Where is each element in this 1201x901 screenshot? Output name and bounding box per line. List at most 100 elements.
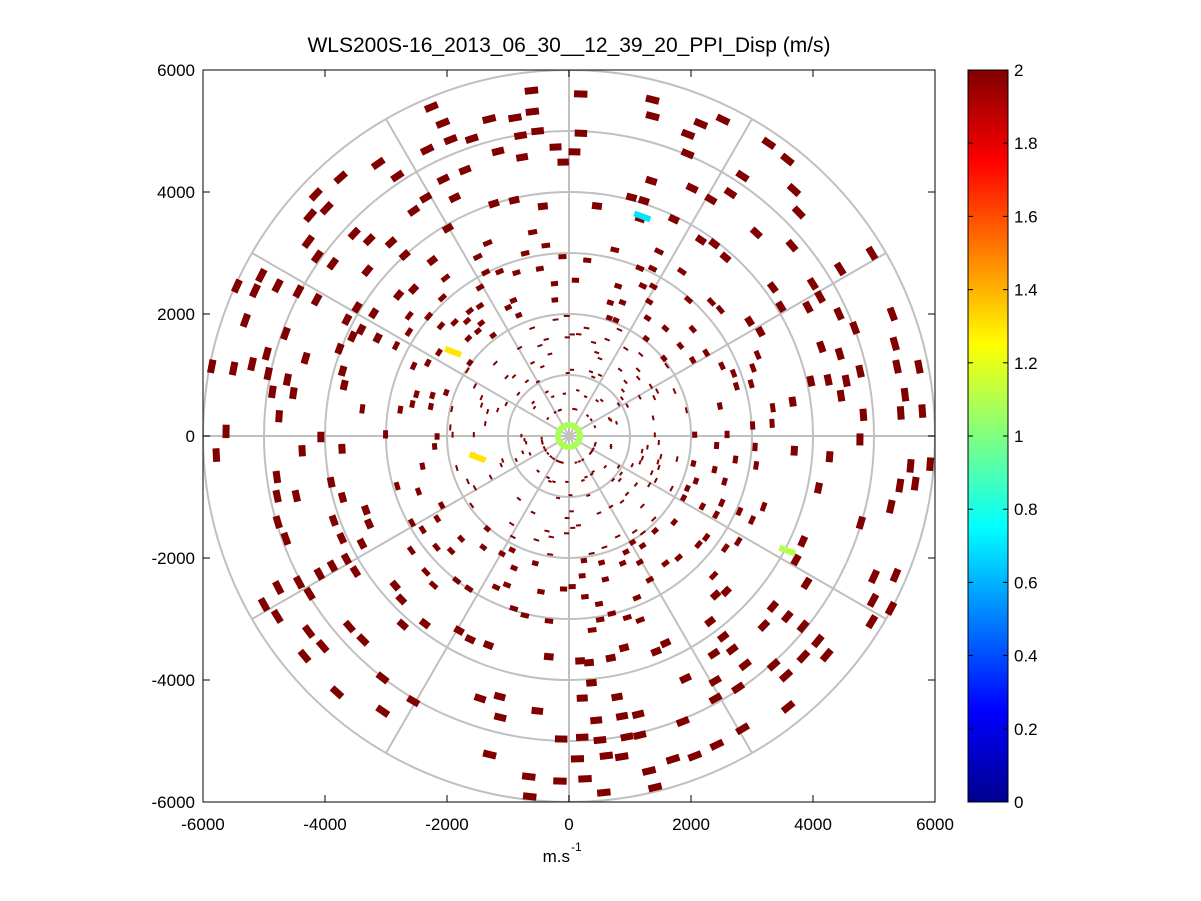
data-segment xyxy=(590,340,597,345)
data-segment xyxy=(440,273,451,283)
data-segment xyxy=(580,478,585,482)
data-segment xyxy=(407,283,420,295)
data-segment xyxy=(339,379,349,391)
data-segment xyxy=(735,169,750,183)
colorbar-tick-label: 1 xyxy=(1014,427,1023,446)
data-segment xyxy=(527,228,538,236)
data-segment xyxy=(735,506,744,517)
data-segment xyxy=(270,608,284,624)
data-segment xyxy=(398,249,411,262)
data-segment xyxy=(823,373,833,387)
data-segment xyxy=(589,418,593,422)
data-segment xyxy=(631,709,645,720)
data-segment xyxy=(404,327,414,337)
data-segment xyxy=(665,753,681,765)
data-segment xyxy=(334,342,345,355)
data-segment xyxy=(631,528,638,534)
data-segment xyxy=(678,672,693,685)
radial-spoke xyxy=(568,118,753,437)
data-segment xyxy=(560,461,564,464)
x-tick-label: -6000 xyxy=(181,815,224,834)
data-segment xyxy=(641,765,657,776)
data-segment xyxy=(585,414,590,418)
data-segment xyxy=(575,733,589,742)
data-segment xyxy=(414,487,423,496)
data-segment xyxy=(546,475,551,480)
data-segment xyxy=(413,389,420,399)
data-segment xyxy=(661,324,670,333)
data-segment xyxy=(337,491,348,504)
colorbar-tick-label: 0.8 xyxy=(1014,500,1038,519)
data-segment xyxy=(437,293,448,303)
data-segment xyxy=(709,589,722,601)
data-segment xyxy=(594,350,600,355)
data-segment xyxy=(310,249,324,264)
data-segment xyxy=(865,614,879,630)
data-segment xyxy=(633,482,639,488)
data-segment xyxy=(816,340,827,354)
data-segment xyxy=(509,564,519,572)
colorbar-tick-label: 2 xyxy=(1014,61,1023,80)
data-segment xyxy=(849,320,861,336)
data-segment xyxy=(485,408,490,415)
data-segment xyxy=(524,86,539,95)
data-segment xyxy=(732,381,740,391)
data-segment xyxy=(698,502,707,511)
data-segment xyxy=(476,319,486,328)
data-segment xyxy=(418,525,427,535)
data-segment xyxy=(453,625,466,636)
data-segment xyxy=(491,583,501,592)
data-segment xyxy=(550,280,559,287)
data-segment xyxy=(537,202,549,211)
data-segment xyxy=(615,711,629,721)
data-segment xyxy=(522,792,537,801)
data-segment xyxy=(622,346,629,352)
data-segment xyxy=(749,226,763,240)
data-segment xyxy=(684,407,688,414)
data-segment xyxy=(585,678,598,687)
data-segment xyxy=(591,447,595,451)
data-segment xyxy=(424,311,434,322)
data-segment xyxy=(272,515,283,530)
data-segment xyxy=(550,395,555,399)
data-segment xyxy=(280,326,291,341)
data-segment xyxy=(370,156,386,171)
data-segment xyxy=(855,364,865,378)
data-segment xyxy=(638,541,647,550)
data-segment xyxy=(497,549,507,558)
data-segment xyxy=(639,503,645,509)
data-segment xyxy=(275,409,283,423)
data-segment xyxy=(466,358,474,367)
data-segment xyxy=(509,534,516,540)
y-tick-label: -2000 xyxy=(152,549,195,568)
data-segment xyxy=(533,538,540,542)
data-segment xyxy=(355,323,367,336)
data-segment xyxy=(635,375,641,381)
data-segment xyxy=(462,316,472,326)
data-segment xyxy=(516,496,522,502)
colorbar-tick-label: 1.2 xyxy=(1014,354,1038,373)
data-segment xyxy=(778,544,797,557)
data-segment xyxy=(597,356,603,361)
data-segment xyxy=(651,415,655,421)
data-segment xyxy=(778,668,794,683)
data-segment xyxy=(866,592,880,608)
data-segment xyxy=(588,370,594,374)
y-tick-label: 2000 xyxy=(157,305,195,324)
data-segment xyxy=(362,233,376,247)
data-segment xyxy=(576,694,588,702)
data-segment xyxy=(833,261,847,277)
data-segment xyxy=(537,343,543,348)
data-segment xyxy=(473,327,483,336)
data-segment xyxy=(766,600,780,614)
data-segment xyxy=(247,356,257,372)
data-segment xyxy=(719,251,732,264)
data-segment xyxy=(303,586,316,602)
data-segment xyxy=(735,722,751,736)
data-segment xyxy=(711,465,718,474)
data-segment xyxy=(900,387,910,402)
data-segment xyxy=(683,295,694,305)
data-segment xyxy=(716,630,730,643)
data-segment xyxy=(608,504,614,509)
data-segment xyxy=(479,402,484,408)
